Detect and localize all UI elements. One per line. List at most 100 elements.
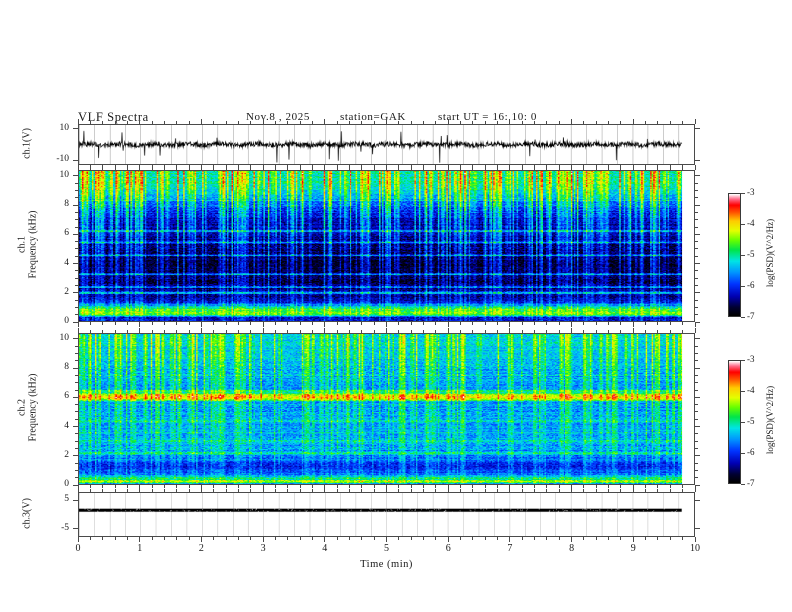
x-minor-tick-top bbox=[361, 167, 363, 170]
colorbar-tick-label: -7 bbox=[747, 311, 755, 321]
x-minor-tick bbox=[274, 165, 276, 168]
x-minor-tick bbox=[608, 537, 610, 540]
y-tick-mark-right bbox=[695, 499, 700, 501]
x-minor-tick bbox=[410, 165, 412, 168]
x-minor-tick-top bbox=[102, 167, 104, 170]
x-tick-mark-top bbox=[324, 165, 326, 170]
x-minor-tick bbox=[534, 165, 536, 168]
x-minor-tick-top bbox=[410, 330, 412, 333]
x-minor-tick bbox=[595, 165, 597, 168]
y-minor-tick bbox=[695, 211, 698, 213]
x-tick-mark-top bbox=[509, 119, 511, 124]
x-tick-mark bbox=[447, 322, 449, 327]
x-tick-mark bbox=[200, 537, 202, 542]
x-minor-tick bbox=[398, 485, 400, 488]
y-minor-tick bbox=[75, 440, 78, 442]
x-tick-mark bbox=[509, 537, 511, 542]
x-minor-tick bbox=[373, 537, 375, 540]
x-minor-tick-top bbox=[645, 330, 647, 333]
y-minor-tick bbox=[75, 197, 78, 199]
x-minor-tick bbox=[472, 165, 474, 168]
y-tick-mark-right bbox=[695, 233, 700, 235]
x-minor-tick-top bbox=[484, 489, 486, 492]
x-minor-tick-top bbox=[558, 167, 560, 170]
x-minor-tick bbox=[89, 485, 91, 488]
x-minor-tick-top bbox=[348, 121, 350, 124]
x-minor-tick-top bbox=[472, 330, 474, 333]
y-tick-mark-right bbox=[695, 455, 700, 457]
x-minor-tick-top bbox=[546, 121, 548, 124]
x-tick-mark-top bbox=[632, 119, 634, 124]
x-minor-tick-top bbox=[682, 167, 684, 170]
x-minor-tick bbox=[534, 322, 536, 325]
x-tick-mark-top bbox=[571, 119, 573, 124]
x-minor-tick bbox=[583, 537, 585, 540]
x-minor-tick-top bbox=[274, 489, 276, 492]
page-title: VLF Spectra bbox=[78, 110, 149, 124]
x-minor-tick-top bbox=[373, 330, 375, 333]
x-tick-mark-top bbox=[262, 487, 264, 492]
x-tick-label: 7 bbox=[507, 543, 513, 554]
x-minor-tick bbox=[669, 537, 671, 540]
x-minor-tick bbox=[225, 165, 227, 168]
y-minor-tick bbox=[75, 469, 78, 471]
x-minor-tick-top bbox=[410, 489, 412, 492]
x-minor-tick bbox=[657, 165, 659, 168]
x-minor-tick-top bbox=[460, 121, 462, 124]
x-tick-mark-top bbox=[139, 328, 141, 333]
x-minor-tick-top bbox=[188, 167, 190, 170]
colorbar-tick-mark bbox=[741, 192, 745, 194]
x-minor-tick bbox=[311, 485, 313, 488]
x-minor-tick bbox=[188, 165, 190, 168]
x-minor-tick-top bbox=[114, 489, 116, 492]
x-minor-tick-top bbox=[583, 121, 585, 124]
x-minor-tick-top bbox=[484, 167, 486, 170]
x-tick-mark-top bbox=[694, 487, 696, 492]
x-minor-tick-top bbox=[435, 121, 437, 124]
y-tick-label: 4 bbox=[64, 420, 69, 431]
x-tick-mark-top bbox=[509, 328, 511, 333]
colorbar-gradient bbox=[729, 361, 740, 483]
x-minor-tick-top bbox=[250, 167, 252, 170]
x-minor-tick bbox=[361, 322, 363, 325]
y-tick-mark-right bbox=[695, 175, 700, 177]
x-minor-tick-top bbox=[336, 167, 338, 170]
x-minor-tick bbox=[534, 485, 536, 488]
x-minor-tick-top bbox=[620, 167, 622, 170]
x-minor-tick-top bbox=[151, 167, 153, 170]
x-minor-tick bbox=[583, 165, 585, 168]
y-minor-tick bbox=[75, 248, 78, 250]
colorbar-tick-label: -6 bbox=[747, 447, 755, 457]
y-tick-mark bbox=[73, 396, 78, 398]
x-minor-tick bbox=[645, 537, 647, 540]
x-minor-tick-top bbox=[558, 121, 560, 124]
y-tick-mark-right bbox=[695, 263, 700, 265]
x-minor-tick bbox=[497, 165, 499, 168]
x-minor-tick bbox=[151, 165, 153, 168]
y-minor-tick bbox=[75, 219, 78, 221]
x-tick-mark-top bbox=[77, 487, 79, 492]
x-minor-tick bbox=[126, 165, 128, 168]
y-tick-mark-right bbox=[695, 321, 700, 323]
y-tick-label: 6 bbox=[64, 391, 69, 402]
x-minor-tick-top bbox=[151, 489, 153, 492]
x-minor-tick-top bbox=[89, 121, 91, 124]
y-tick-label: 0 bbox=[64, 316, 69, 326]
x-tick-mark-top bbox=[386, 487, 387, 492]
y-tick-mark-right bbox=[695, 159, 700, 161]
x-minor-tick bbox=[213, 485, 215, 488]
x-tick-mark bbox=[139, 537, 141, 542]
x-minor-tick bbox=[348, 537, 350, 540]
y-minor-tick bbox=[75, 270, 78, 272]
x-tick-label: 4 bbox=[322, 543, 328, 554]
x-minor-tick-top bbox=[336, 489, 338, 492]
x-minor-tick-top bbox=[669, 330, 671, 333]
y-minor-tick bbox=[75, 447, 78, 449]
x-minor-tick-top bbox=[398, 167, 400, 170]
y-minor-tick bbox=[75, 211, 78, 213]
x-minor-tick bbox=[348, 322, 350, 325]
x-minor-tick-top bbox=[163, 121, 165, 124]
x-minor-tick bbox=[163, 165, 165, 168]
y-minor-tick bbox=[75, 382, 78, 384]
panel-ch2-spec bbox=[78, 333, 695, 485]
